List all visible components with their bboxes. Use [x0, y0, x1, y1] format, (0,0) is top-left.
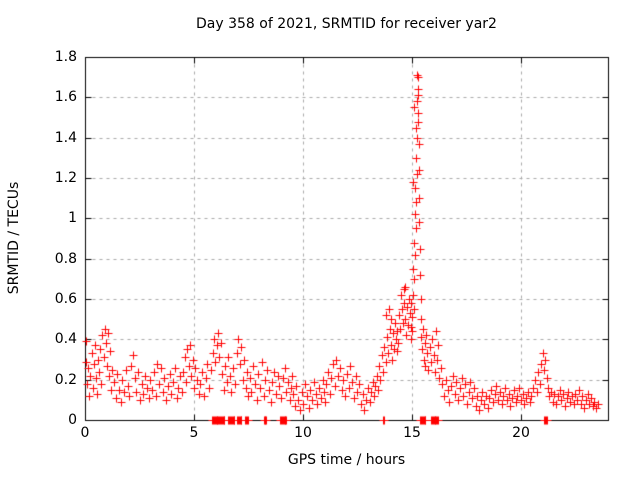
y-tick-label: 1 [68, 210, 77, 226]
x-tick-label: 20 [512, 425, 530, 441]
x-tick-label: 10 [294, 425, 312, 441]
x-tick-label: 0 [80, 425, 90, 441]
y-tick-label: 0.4 [54, 331, 77, 347]
y-tick-label: 0 [68, 412, 77, 428]
y-tick-label: 0.8 [54, 251, 77, 267]
x-tick-label: 15 [403, 425, 421, 441]
y-tick-label: 1.8 [54, 49, 77, 65]
y-tick-label: 1.6 [54, 89, 77, 105]
y-axis-label: SRMTID / TECUs [6, 181, 22, 295]
x-axis-label: GPS time / hours [287, 452, 406, 468]
y-tick-label: 1.4 [54, 130, 77, 146]
x-tick-label: 5 [189, 425, 199, 441]
y-tick-label: 0.6 [54, 291, 77, 307]
y-tick-label: 0.2 [54, 372, 77, 388]
y-tick-label: 1.2 [54, 170, 77, 186]
chart-title: Day 358 of 2021, SRMTID for receiver yar… [196, 16, 497, 32]
